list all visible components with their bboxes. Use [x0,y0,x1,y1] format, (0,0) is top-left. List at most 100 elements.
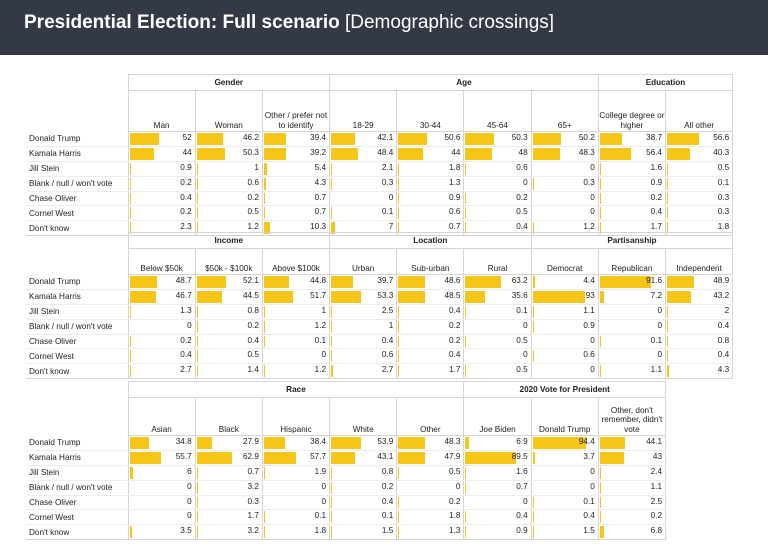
data-cell: 0.2 [194,191,263,207]
data-cell: 0 [597,304,667,320]
value-bar [263,222,270,235]
data-cell: 0 [597,319,667,335]
value-bar [465,451,516,464]
value-label: 3.5 [180,526,192,536]
data-cell: 0.6 [194,176,263,192]
data-cell: 1.6 [597,161,667,177]
value-label: 0.4 [516,222,528,232]
value-bar [129,192,131,205]
header-spacer [26,398,128,436]
data-cell: 91.6 [597,274,667,290]
value-label: 0.5 [516,207,528,217]
value-label: 0.5 [516,365,528,375]
value-bar [196,496,198,509]
row-label: Chase Oliver [26,334,128,350]
value-label: 0.9 [180,162,192,172]
value-label: 0.4 [381,496,394,506]
data-cell: 27.9 [194,435,263,451]
value-label: 1.6 [516,466,528,476]
data-cell: 1.4 [194,363,263,380]
data-cell: 52 [127,131,196,147]
value-bar [331,350,333,363]
data-cell: 1.3 [127,304,196,320]
value-label: 44 [451,147,461,157]
column-header-50k-100k: $50k - $100k [194,248,263,275]
value-bar [331,451,356,464]
value-label: 2.5 [381,305,394,315]
value-label: 0 [187,320,192,330]
value-bar [196,290,222,303]
data-cell: 0 [463,176,532,192]
data-cell: 0.9 [597,176,667,192]
value-label: 42.1 [377,133,394,142]
data-cell: 1.1 [597,363,667,380]
value-bar [599,511,601,524]
data-cell: 38.7 [597,131,667,147]
value-label: 0 [455,481,461,491]
data-cell: 0.2 [396,495,465,511]
value-label: 44 [182,147,192,157]
value-label: 0.1 [516,305,528,315]
value-label: 50.6 [444,133,461,142]
data-cell: 1.2 [261,319,331,335]
value-bar [465,365,467,378]
value-label: 0.4 [650,207,662,217]
column-header-republican: Republican [597,248,667,275]
data-cell: 0 [597,348,667,365]
data-cell: 44.8 [261,274,331,290]
value-label: 48.6 [444,276,461,285]
value-bar [398,305,400,318]
value-bar [331,511,333,524]
value-label: 0.6 [516,162,528,172]
table-row: Blank / null / won't vote 0.2 0.6 4.3 0.3 1.3… [26,176,734,192]
data-cell: 47.9 [396,450,465,466]
data-cell: 0 [329,191,398,207]
value-label: 0.2 [449,335,461,345]
data-cell: 1.2 [261,363,331,380]
column-header-30-44: 30-44 [396,90,465,132]
value-label: 0.4 [449,305,461,315]
data-cell: 0.5 [194,205,263,222]
table-row: Donald Trump 48.7 52.1 44.8 39.7 48.6 63.2 4.4 9… [26,274,734,290]
value-bar [599,481,601,494]
value-bar [398,511,400,524]
value-label: 0.2 [180,177,192,187]
group-header-education: Education [597,74,734,91]
value-label: 0.8 [717,335,730,345]
value-label: 0 [657,350,662,360]
table-row: Jill Stein 1.3 0.8 1 2.5 0.4 0.1 1.1 0 2 [26,304,734,320]
value-label: 51.7 [310,290,327,300]
value-label: 43.2 [713,290,730,300]
crosstab-table-3: Race 2020 Vote for President Asian Black His… [26,381,667,541]
column-header-other-prefer-not-to-identify: Other / prefer not to identify [261,90,331,132]
value-bar [331,276,354,288]
data-cell: 0.8 [664,334,734,350]
value-label: 0 [187,496,192,506]
column-header-other-don-t-remember-didn-t-vote: Other, don't remember, didn't vote [597,397,667,436]
data-cell: 63.2 [463,274,532,290]
data-cell: 1.5 [530,524,599,541]
value-label: 0.1 [583,496,595,506]
value-label: 0.9 [583,320,595,330]
value-bar [599,437,625,449]
value-label: 27.9 [242,437,259,446]
data-cell: 50.6 [396,131,465,147]
table-row: Blank / null / won't vote 0 0.2 1.2 1 0.2 0 0.9… [26,319,734,335]
value-label: 1 [254,162,259,172]
value-label: 0.8 [247,305,259,315]
value-bar [129,133,159,145]
crosstab-table-1: Gender Age Education Man Woman Other / prefer… [26,74,734,237]
data-cell: 0.3 [194,495,263,511]
group-header-gender: Gender [127,74,331,91]
data-cell: 0.1 [463,304,532,320]
data-cell: 1.7 [396,363,465,380]
value-label: 0.5 [247,350,259,360]
value-label: 39.2 [310,147,327,157]
value-bar [532,177,534,190]
column-header-45-64: 45-64 [463,90,532,132]
value-bar [129,305,131,318]
row-label: Donald Trump [26,274,128,290]
row-label: Cornel West [26,509,128,526]
value-label: 0 [187,511,192,521]
data-cell: 0 [530,191,599,207]
